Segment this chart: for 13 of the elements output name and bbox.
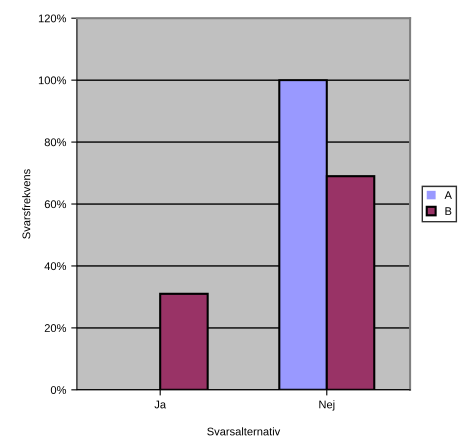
y-tick-label: 120% xyxy=(38,14,66,22)
y-tick-label: 20% xyxy=(44,324,66,332)
x-axis-title: Svarsalternativ xyxy=(207,427,280,436)
y-tick-label: 40% xyxy=(44,262,66,270)
y-axis-title: Svarsfrekvens xyxy=(22,169,30,239)
legend-label: A xyxy=(444,191,452,199)
legend-label: B xyxy=(445,207,452,215)
y-tick-label: 80% xyxy=(44,138,66,146)
y-tick-label: 60% xyxy=(44,200,66,208)
x-tick-label: Nej xyxy=(319,400,334,411)
y-tick-label: 100% xyxy=(38,76,66,84)
x-tick-label: Ja xyxy=(154,400,166,408)
y-tick-label: 0% xyxy=(50,386,66,394)
